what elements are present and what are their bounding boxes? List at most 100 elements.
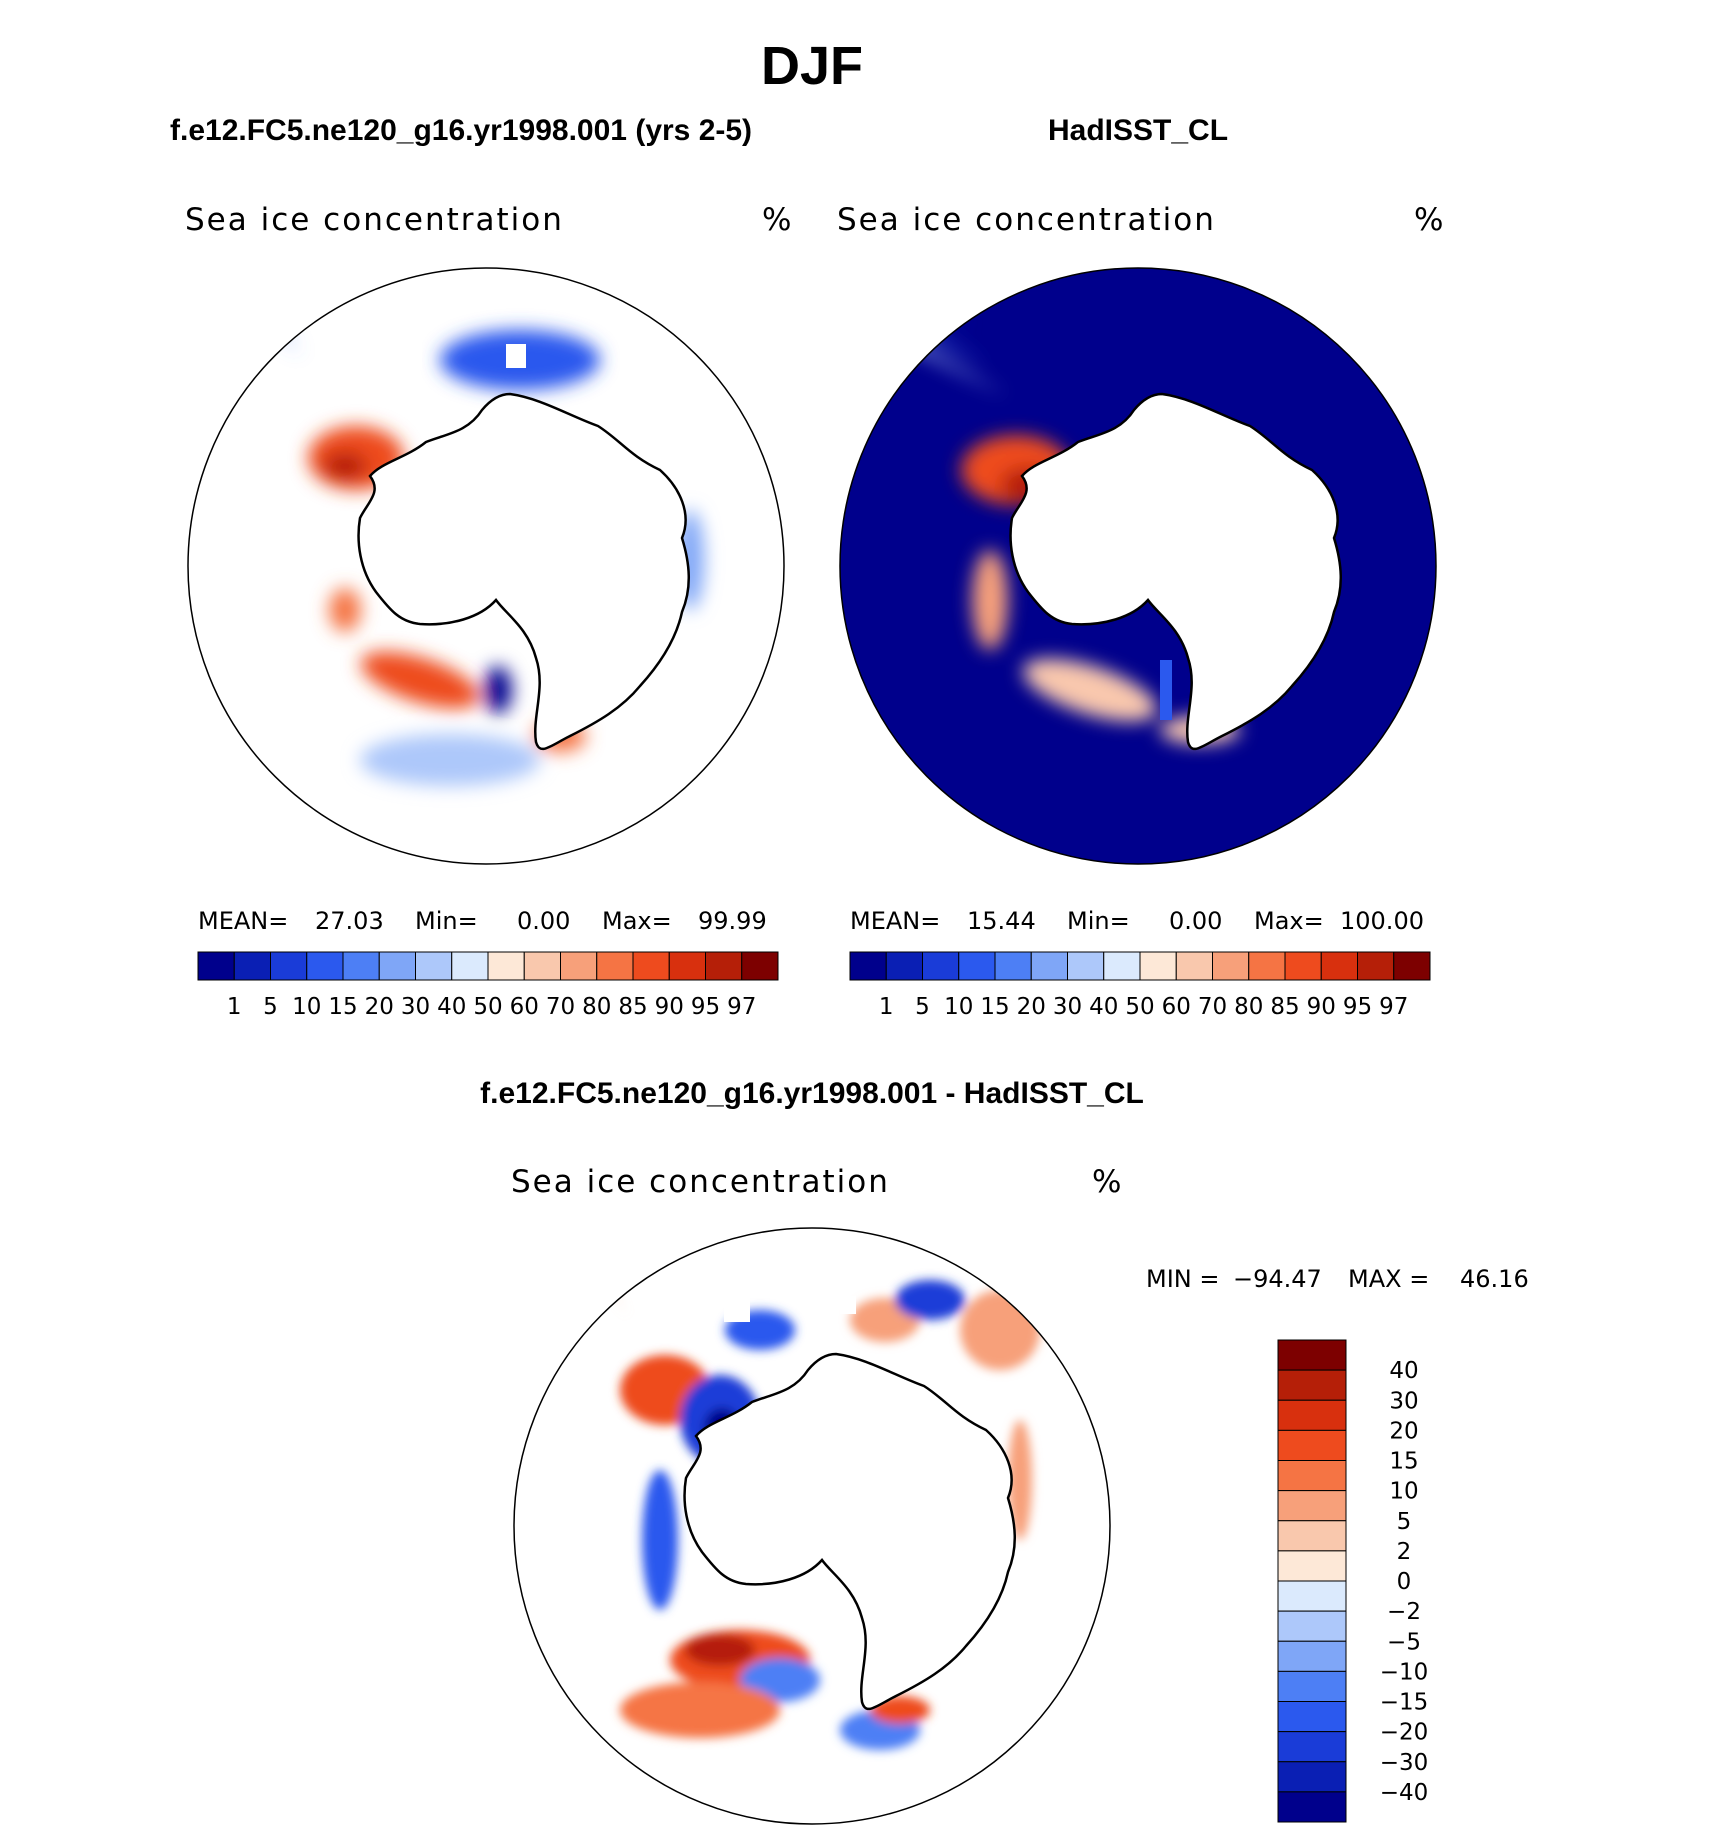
panel-diff-max-label: MAX =: [1348, 1265, 1429, 1293]
model-colorbar-swatch: [451, 951, 489, 981]
panel-model-max-label: Max=: [602, 907, 672, 935]
diff-colorbar-tick-label: −10: [1380, 1659, 1429, 1685]
obs-colorbar-swatch: [1030, 951, 1068, 981]
panel-obs-stats: MEAN= 15.44 Min= 0.00 Max= 100.00: [850, 907, 1424, 935]
model-colorbar-swatch: [415, 951, 453, 981]
obs-colorbar-swatch: [1248, 951, 1286, 981]
model-colorbar-swatch: [487, 951, 525, 981]
panel-diff-min-label: MIN =: [1146, 1265, 1219, 1293]
diff-colorbar-swatch: [1277, 1610, 1347, 1642]
diff-colorbar-tick-label: −20: [1380, 1720, 1429, 1746]
panel-obs-units: %: [1414, 202, 1443, 238]
obs-colorbar-tick-label: 85: [1270, 994, 1299, 1020]
model-colorbar-tick-label: 85: [618, 994, 647, 1020]
diff-colorbar-swatch: [1277, 1490, 1347, 1522]
obs-colorbar-swatch: [958, 951, 996, 981]
model-colorbar-tick-label: 80: [582, 994, 611, 1020]
diff-colorbar-tick-label: 5: [1397, 1509, 1412, 1535]
model-colorbar-swatch: [668, 951, 706, 981]
panel-diff-title: f.e12.FC5.ne120_g16.yr1998.001 - HadISST…: [480, 1077, 1144, 1110]
model-colorbar-swatch: [306, 951, 344, 981]
diff-colorbar-tick-label: 15: [1389, 1449, 1418, 1475]
diff-colorbar-tick-label: −40: [1380, 1780, 1429, 1806]
obs-colorbar-tick-label: 20: [1017, 994, 1046, 1020]
panel-obs-max-value: 100.00: [1340, 907, 1424, 935]
diff-colorbar-swatch: [1277, 1791, 1347, 1823]
panel-diff-max-value: 46.16: [1460, 1265, 1529, 1293]
diff-colorbar-tick-label: −15: [1380, 1690, 1429, 1716]
panel-model-variable: Sea ice concentration: [185, 202, 564, 238]
panel-diff-variable: Sea ice concentration: [511, 1164, 890, 1200]
panel-model-map-frame: [187, 267, 785, 865]
diff-colorbar-tick-label: −30: [1380, 1750, 1429, 1776]
obs-colorbar-swatch: [922, 951, 960, 981]
model-colorbar-tick-label: 70: [546, 994, 575, 1020]
diff-colorbar-tick-label: 30: [1389, 1388, 1418, 1414]
diff-colorbar-tick-label: 10: [1389, 1479, 1418, 1505]
panel-model: f.e12.FC5.ne120_g16.yr1998.001 (yrs 2-5)…: [170, 114, 791, 1020]
model-colorbar-tick-label: 5: [263, 994, 278, 1020]
diff-colorbar-tick-label: 20: [1389, 1418, 1418, 1444]
panel-diff-map: [514, 1228, 1040, 1750]
obs-colorbar-swatch: [885, 951, 923, 981]
obs-colorbar-swatch: [1320, 951, 1358, 981]
page-title: DJF: [761, 36, 863, 96]
model-colorbar-tick-label: 10: [292, 994, 321, 1020]
diff-colorbar-tick-label: 0: [1397, 1569, 1412, 1595]
model-colorbar-swatch: [270, 951, 308, 981]
panel-diff-map-frame: [513, 1227, 1111, 1825]
diff-colorbar-swatch: [1277, 1429, 1347, 1461]
model-colorbar-tick-label: 20: [365, 994, 394, 1020]
panel-obs-map-frame: [839, 267, 1437, 865]
model-colorbar-tick-label: 40: [437, 994, 466, 1020]
obs-colorbar-swatch: [994, 951, 1032, 981]
obs-colorbar-swatch: [1067, 951, 1105, 981]
model-colorbar-tick-label: 90: [655, 994, 684, 1020]
model-colorbar-swatch: [632, 951, 670, 981]
diff-colorbar-swatch: [1277, 1460, 1347, 1492]
obs-colorbar-tick-label: 90: [1307, 994, 1336, 1020]
diff-colorbar-swatch: [1277, 1731, 1347, 1763]
model-colorbar-swatch: [378, 951, 416, 981]
obs-colorbar-swatch: [1212, 951, 1250, 981]
model-colorbar-tick-label: 97: [727, 994, 756, 1020]
panel-obs-colorbar: 1 5 10 15 20 30 40 50 60 70 80 85 90 95 97: [849, 951, 1431, 1020]
obs-colorbar-tick-label: 70: [1198, 994, 1227, 1020]
obs-colorbar-tick-label: 30: [1053, 994, 1082, 1020]
obs-colorbar-tick-label: 15: [980, 994, 1009, 1020]
obs-colorbar-tick-label: 5: [915, 994, 930, 1020]
model-colorbar-swatch: [741, 951, 779, 981]
panel-diff-min-value: −94.47: [1233, 1265, 1322, 1293]
diff-colorbar-swatch: [1277, 1640, 1347, 1672]
panel-obs-max-label: Max=: [1254, 907, 1324, 935]
diff-colorbar-swatch: [1277, 1670, 1347, 1702]
diff-colorbar-tick-label: −2: [1387, 1599, 1421, 1625]
panel-model-min-value: 0.00: [517, 907, 570, 935]
diff-colorbar-swatch: [1277, 1550, 1347, 1582]
panel-model-stats: MEAN= 27.03 Min= 0.00 Max= 99.99: [198, 907, 767, 935]
panel-obs-mean-value: 15.44: [967, 907, 1036, 935]
diff-colorbar-swatch: [1277, 1369, 1347, 1401]
model-colorbar-tick-label: 50: [473, 994, 502, 1020]
obs-colorbar-swatch: [1284, 951, 1322, 981]
panel-obs-min-label: Min=: [1067, 907, 1130, 935]
obs-colorbar-tick-label: 40: [1089, 994, 1118, 1020]
model-colorbar-swatch: [342, 951, 380, 981]
model-colorbar-tick-label: 1: [227, 994, 242, 1020]
panel-model-units: %: [762, 202, 791, 238]
panel-model-title: f.e12.FC5.ne120_g16.yr1998.001 (yrs 2-5): [170, 114, 752, 147]
model-colorbar-tick-label: 95: [691, 994, 720, 1020]
diff-colorbar-swatch: [1277, 1339, 1347, 1371]
obs-colorbar-tick-label: 50: [1125, 994, 1154, 1020]
diff-colorbar-swatch: [1277, 1701, 1347, 1733]
panel-obs-mean-label: MEAN=: [850, 907, 940, 935]
obs-colorbar-swatch: [1175, 951, 1213, 981]
diff-colorbar-tick-label: −5: [1387, 1629, 1421, 1655]
model-colorbar-tick-label: 60: [510, 994, 539, 1020]
diff-colorbar-swatch: [1277, 1399, 1347, 1431]
model-colorbar-swatch: [596, 951, 634, 981]
diff-colorbar-swatch: [1277, 1520, 1347, 1552]
